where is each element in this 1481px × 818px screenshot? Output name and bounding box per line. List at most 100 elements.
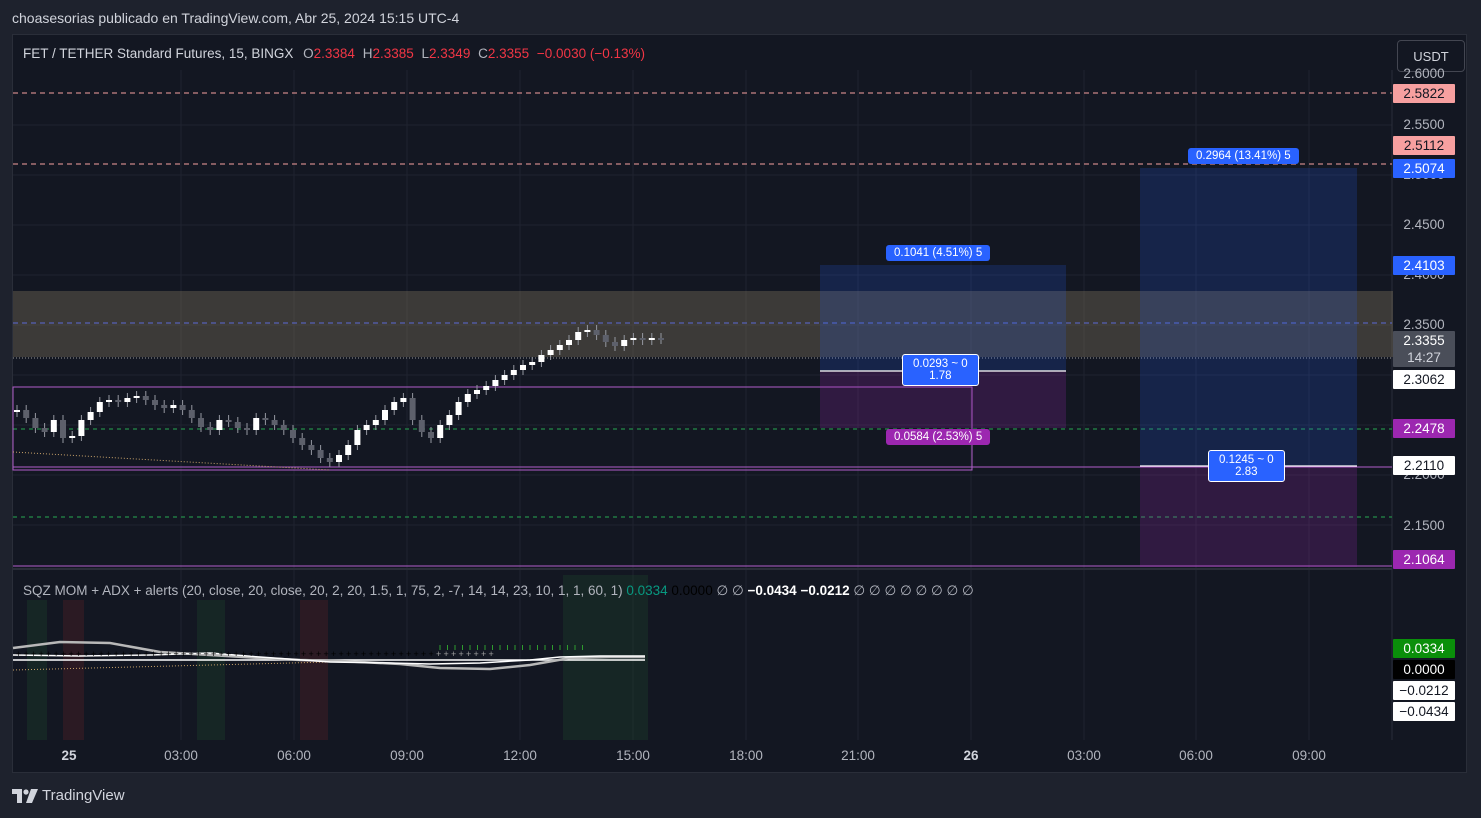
position1-entry-label[interactable]: 0.0293 ~ 0 1.78 <box>902 354 979 386</box>
candle-body <box>32 418 39 428</box>
bar-countdown: 14:27 <box>1407 350 1441 365</box>
candle-body <box>437 425 444 438</box>
footer-brand[interactable]: TradingView <box>42 787 125 804</box>
squeeze-cross: + <box>234 649 239 659</box>
squeeze-cross: + <box>211 649 216 659</box>
position1-stop-label[interactable]: 0.0584 (2.53%) 5 <box>886 429 991 445</box>
squeeze-cross: + <box>384 649 389 659</box>
candle-body <box>115 400 122 402</box>
squeeze-cross: + <box>204 649 209 659</box>
squeeze-cross: + <box>249 649 254 659</box>
squeeze-cross: + <box>16 649 21 659</box>
squeeze-cross: + <box>301 649 306 659</box>
candle-body <box>612 342 618 346</box>
position1-entry-line2: 1.78 <box>929 370 952 382</box>
candle-body <box>262 418 269 420</box>
candle-body <box>446 415 453 425</box>
position1-entry-line1: 0.0293 ~ 0 <box>913 358 968 370</box>
candle-body <box>244 428 250 430</box>
candle-body <box>409 398 416 420</box>
time-label: 09:00 <box>390 748 424 763</box>
candle-body <box>50 420 57 432</box>
footer: TradingView <box>12 787 125 804</box>
candle-body <box>464 394 471 402</box>
candle-body <box>492 380 499 386</box>
candle-body <box>575 332 582 340</box>
squeeze-cross: + <box>294 649 299 659</box>
symbol-name[interactable]: FET / TETHER Standard Futures, 15, BINGX <box>23 46 294 61</box>
candle-body <box>41 428 48 432</box>
squeeze-cross: + <box>264 649 269 659</box>
price-label-2.2110: 2.2110 <box>1393 456 1455 475</box>
candle-body <box>308 445 315 450</box>
squeeze-cross: + <box>99 649 104 659</box>
indicator-axis-label-3: −0.0212 <box>1393 681 1455 700</box>
candle-body <box>225 420 232 422</box>
squeeze-cross: + <box>354 649 359 659</box>
currency-button[interactable]: USDT <box>1397 40 1465 72</box>
squeeze-cross: + <box>331 649 336 659</box>
price-label-2.5822: 2.5822 <box>1393 84 1455 103</box>
squeeze-cross: + <box>256 649 261 659</box>
candle-body <box>69 436 76 438</box>
candle-body <box>455 402 462 415</box>
squeeze-cross: + <box>189 649 194 659</box>
candle-body <box>179 405 186 410</box>
price-label-2.1064: 2.1064 <box>1393 550 1455 569</box>
indicator-phi-tail: ∅ ∅ ∅ ∅ ∅ ∅ ∅ ∅ <box>853 583 974 598</box>
time-label: 06:00 <box>1179 748 1213 763</box>
squeeze-cross: + <box>451 649 456 659</box>
candle-body <box>326 458 333 462</box>
tradingview-logo-icon <box>12 788 38 803</box>
candle-body <box>290 430 296 438</box>
squeeze-cross: + <box>324 649 329 659</box>
indicator-phi: ∅ ∅ <box>716 583 744 598</box>
low-value: 2.3349 <box>429 46 471 61</box>
squeeze-cross: + <box>151 649 156 659</box>
position2-entry-label[interactable]: 0.1245 ~ 0 2.83 <box>1208 450 1285 482</box>
squeeze-cross: + <box>346 649 351 659</box>
price-label-2.4103: 2.4103 <box>1393 256 1455 275</box>
last-price: 2.3355 <box>1403 333 1445 348</box>
candle-body <box>418 420 425 432</box>
candle-body <box>60 420 66 438</box>
squeeze-cross: + <box>196 649 201 659</box>
squeeze-cross: + <box>414 649 419 659</box>
candle-body <box>501 375 508 380</box>
squeeze-cross: + <box>429 649 434 659</box>
squeeze-cross: + <box>474 649 479 659</box>
candle-body <box>547 350 554 355</box>
candle-body <box>529 362 536 365</box>
time-label: 06:00 <box>277 748 311 763</box>
squeeze-cross: + <box>91 649 96 659</box>
candle-body <box>538 355 545 362</box>
candle-body <box>23 410 30 418</box>
time-label: 03:00 <box>1067 748 1101 763</box>
indicator-value-4: −0.0212 <box>800 583 850 598</box>
high-value: 2.3385 <box>372 46 414 61</box>
price-label-2.5112: 2.5112 <box>1393 136 1455 155</box>
squeeze-cross: + <box>129 649 134 659</box>
squeeze-cross: + <box>174 649 179 659</box>
candle-body <box>372 420 379 425</box>
time-label: 03:00 <box>164 748 198 763</box>
position2-entry-line1: 0.1245 ~ 0 <box>1219 454 1274 466</box>
candle-body <box>280 425 287 430</box>
indicator-axis-label-4: −0.0434 <box>1393 702 1455 721</box>
candle-body <box>593 330 600 335</box>
price-tick: 2.6000 <box>1403 66 1445 80</box>
price-label-2.3062: 2.3062 <box>1393 370 1455 389</box>
candle-body <box>14 410 20 412</box>
long-position-1-target <box>820 265 1066 371</box>
indicator-value-1: 0.0334 <box>626 583 668 598</box>
price-tick: 2.4500 <box>1403 217 1445 232</box>
squeeze-cross: + <box>421 649 426 659</box>
candle-body <box>391 402 398 410</box>
squeeze-cross: + <box>106 649 111 659</box>
position2-target-label[interactable]: 0.2964 (13.41%) 5 <box>1188 148 1299 164</box>
squeeze-cross: + <box>406 649 411 659</box>
indicator-legend[interactable]: SQZ MOM + ADX + alerts (20, close, 20, c… <box>23 583 974 599</box>
position1-target-label[interactable]: 0.1041 (4.51%) 5 <box>886 245 991 261</box>
candle-body <box>428 432 434 438</box>
